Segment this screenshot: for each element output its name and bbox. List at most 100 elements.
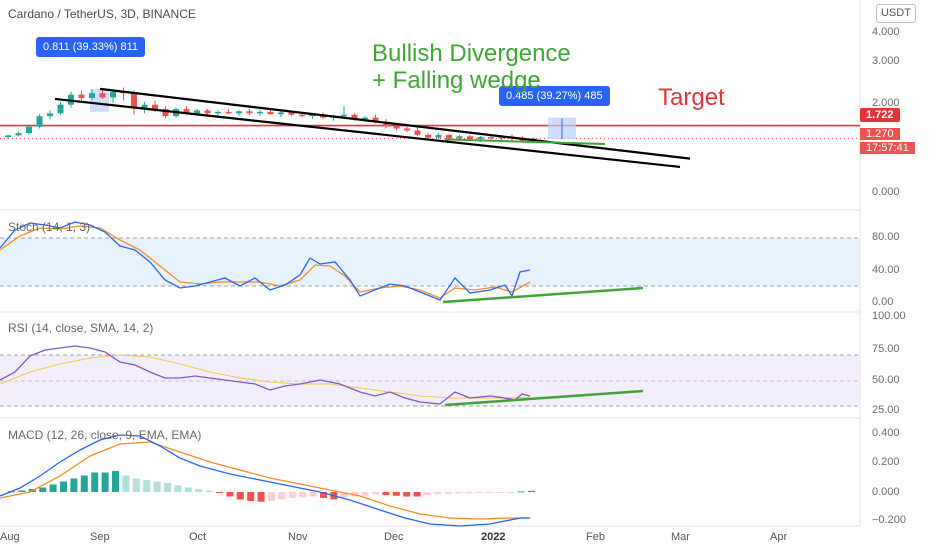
- macd-histogram-bar: [174, 485, 182, 492]
- candle-body: [299, 114, 305, 117]
- candle-body: [435, 134, 442, 138]
- macd-histogram-bar: [455, 492, 463, 494]
- stoch-axis-label: 40.00: [872, 264, 900, 276]
- macd-histogram-bar: [205, 490, 213, 492]
- rsi-axis-label: 100.00: [872, 310, 906, 322]
- candle-body: [162, 108, 169, 117]
- candle-body: [351, 114, 358, 120]
- candle-body: [5, 135, 11, 138]
- macd-histogram-bar: [361, 492, 369, 496]
- macd-histogram-bar: [340, 492, 348, 498]
- candle-body: [110, 91, 116, 98]
- rsi-ma-line: [0, 354, 531, 399]
- macd-histogram-bar: [247, 492, 255, 501]
- target-price-tag: 1.722: [860, 108, 900, 122]
- candle-body: [414, 130, 421, 135]
- candle-body: [278, 112, 284, 115]
- currency-badge[interactable]: USDT: [876, 4, 916, 23]
- candle-body: [36, 116, 43, 127]
- macd-histogram-bar: [60, 481, 67, 492]
- candle-body: [204, 110, 211, 114]
- candle-body: [152, 104, 158, 109]
- macd-axis-label: 0.000: [872, 486, 900, 498]
- measure-label-left: 0.811 (39.33%) 811: [36, 37, 145, 57]
- time-axis-label: Nov: [288, 531, 308, 543]
- macd-histogram-bar: [444, 492, 452, 494]
- time-axis-label: 2022: [481, 531, 506, 543]
- macd-histogram-bar: [351, 492, 359, 497]
- macd-histogram-bar: [309, 492, 317, 497]
- candle-body: [89, 93, 95, 99]
- stoch-band: [0, 238, 860, 286]
- rsi-axis-label: 75.00: [872, 343, 900, 355]
- macd-histogram-bar: [507, 492, 515, 493]
- macd-histogram-bar: [434, 492, 442, 495]
- time-axis-label: Apr: [770, 531, 788, 543]
- rsi-line: [0, 345, 531, 405]
- candle-body: [404, 128, 410, 131]
- macd-histogram-bar: [143, 480, 151, 492]
- time-axis-label: Aug: [0, 531, 20, 543]
- macd-histogram-bar: [392, 492, 400, 496]
- macd-histogram-bar: [195, 489, 203, 492]
- macd-histogram-bar: [184, 487, 192, 492]
- macd-histogram-bar: [528, 490, 535, 492]
- stoch-k-line: [0, 221, 531, 301]
- macd-histogram-bar: [101, 472, 109, 492]
- candle-body: [467, 136, 473, 140]
- macd-histogram-bar: [226, 492, 234, 497]
- candle-body: [288, 112, 295, 115]
- macd-histogram-bar: [112, 471, 119, 492]
- stoch-axis-label: 0.00: [872, 296, 894, 308]
- candle-body: [309, 114, 316, 117]
- macd-histogram-bar: [80, 475, 88, 492]
- macd-histogram-bar: [465, 492, 473, 494]
- candle-body: [57, 104, 64, 114]
- candle-body: [425, 134, 431, 138]
- candle-body: [131, 93, 137, 108]
- price-axis-label: 0.000: [872, 186, 900, 198]
- macd-histogram-bar: [496, 492, 504, 493]
- macd-axis-label: −0.200: [872, 514, 906, 526]
- candle-body: [78, 94, 85, 99]
- macd-histogram-bar: [49, 484, 57, 492]
- time-axis-label: Dec: [384, 531, 404, 543]
- candle-body: [393, 126, 400, 129]
- macd-title: MACD (12, 26, close, 9, EMA, EMA): [8, 428, 202, 442]
- price-trend-line: [444, 138, 606, 146]
- macd-histogram-bar: [257, 492, 265, 502]
- macd-histogram-bar: [91, 472, 99, 492]
- rsi-divergence-line: [444, 389, 644, 407]
- candle-body: [341, 114, 347, 117]
- macd-histogram-bar: [299, 492, 307, 498]
- macd-histogram-bar: [153, 481, 161, 492]
- price-axis-label: 3.000: [872, 55, 900, 67]
- candle-body: [446, 134, 452, 139]
- candle-body: [194, 110, 200, 114]
- macd-histogram-bar: [278, 492, 286, 500]
- candle-body: [47, 113, 53, 117]
- macd-axis-label: 0.200: [872, 456, 900, 468]
- candle-body: [215, 111, 221, 114]
- macd-histogram-bar: [39, 487, 47, 492]
- candle-body: [236, 111, 242, 114]
- macd-histogram-bar: [288, 492, 296, 498]
- macd-histogram-bar: [382, 492, 390, 495]
- rsi-axis-label: 25.00: [872, 404, 900, 416]
- rsi-axis-label: 50.00: [872, 374, 900, 386]
- macd-histogram-bar: [424, 492, 431, 495]
- candle-body: [26, 126, 32, 134]
- candle-body: [246, 111, 253, 114]
- candle-body: [15, 133, 22, 136]
- macd-histogram-bar: [268, 492, 275, 501]
- macd-histogram-bar: [236, 492, 244, 500]
- macd-histogram-bar: [216, 492, 223, 493]
- stoch-title: Stoch (14, 1, 3): [8, 220, 91, 234]
- falling-wedge-note: + Falling wedge: [372, 67, 541, 94]
- macd-histogram-bar: [413, 492, 421, 497]
- measure-label-right: 0.485 (39.27%) 485: [499, 86, 610, 106]
- price-axis-label: 2.000: [872, 97, 900, 109]
- macd-histogram-bar: [372, 492, 379, 495]
- candle-body: [257, 111, 263, 114]
